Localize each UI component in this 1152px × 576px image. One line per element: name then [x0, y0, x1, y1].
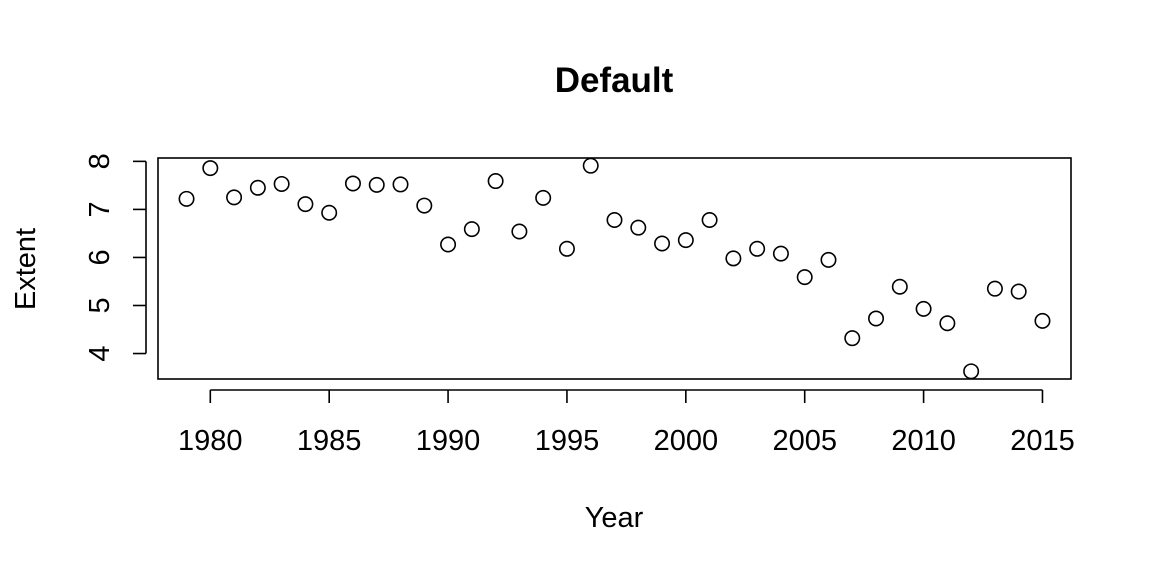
data-points [178, 157, 1051, 380]
x-tick-label: 1995 [535, 425, 600, 457]
data-point [202, 160, 219, 177]
data-point [654, 235, 671, 252]
data-point [344, 175, 361, 192]
data-point [249, 179, 266, 196]
data-point [701, 211, 718, 228]
data-point [630, 219, 647, 236]
data-point [725, 250, 742, 267]
data-point [226, 189, 243, 206]
y-tick-label: 5 [84, 297, 116, 313]
x-axis-label: Year [585, 502, 644, 534]
data-point [321, 204, 338, 221]
data-point [939, 315, 956, 332]
data-point [606, 211, 623, 228]
data-point [868, 310, 885, 327]
data-point [392, 176, 409, 193]
data-point [1034, 312, 1051, 329]
x-tick-label: 2015 [1010, 425, 1075, 457]
y-axis: 4 5 6 7 8 [84, 153, 147, 362]
data-point [1010, 283, 1027, 300]
data-point [487, 173, 504, 190]
x-axis: 1980 1985 1990 1995 2000 2005 2010 2015 [178, 389, 1075, 457]
plot-frame [157, 157, 1072, 380]
data-point [297, 196, 314, 213]
y-tick-label: 8 [84, 153, 116, 169]
x-tick-label: 1985 [297, 425, 362, 457]
data-point [677, 232, 694, 249]
data-point [440, 236, 457, 253]
data-point [963, 363, 980, 380]
chart-title: Default [555, 61, 674, 100]
x-tick-label: 2005 [772, 425, 837, 457]
data-point [178, 190, 195, 207]
y-tick-label: 7 [84, 201, 116, 217]
data-point [463, 221, 480, 238]
data-point [749, 240, 766, 257]
data-point [416, 197, 433, 214]
x-tick-label: 2000 [654, 425, 719, 457]
x-tick-label: 1990 [416, 425, 481, 457]
y-tick-label: 6 [84, 249, 116, 265]
data-point [535, 189, 552, 206]
data-point [273, 175, 290, 192]
data-point [986, 280, 1003, 297]
y-axis-label: Extent [10, 228, 42, 310]
data-point [582, 157, 599, 174]
x-tick-label: 1980 [178, 425, 243, 457]
data-point [844, 330, 861, 347]
data-point [558, 240, 575, 257]
data-point [891, 278, 908, 295]
data-point [820, 251, 837, 268]
y-tick-label: 4 [84, 345, 116, 361]
data-point [796, 269, 813, 286]
data-point [772, 245, 789, 262]
data-point [915, 300, 932, 317]
data-point [511, 223, 528, 240]
data-point [368, 176, 385, 193]
x-tick-label: 2010 [891, 425, 956, 457]
